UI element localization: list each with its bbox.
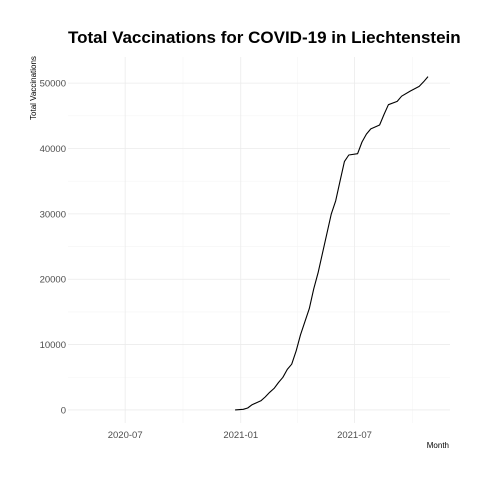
x-tick-label: 2021-01	[223, 430, 258, 441]
series-lines	[235, 76, 429, 411]
y-axis-label: Total Vaccinations	[29, 56, 38, 120]
y-tick-label: 30000	[40, 209, 66, 220]
y-tick-label: 50000	[40, 79, 66, 90]
x-tick-label: 2021-07	[337, 430, 372, 441]
y-tick-label: 10000	[40, 340, 66, 351]
x-axis-ticks: 2020-07 2021-01 2021-07	[108, 430, 372, 441]
chart-title: Total Vaccinations for COVID-19 in Liech…	[68, 28, 461, 47]
y-tick-label: 40000	[40, 144, 66, 155]
x-axis-label: Month	[427, 441, 449, 450]
y-tick-label: 20000	[40, 275, 66, 286]
y-tick-label: 0	[61, 405, 66, 416]
grid-lines	[68, 57, 450, 423]
series-line	[235, 76, 429, 411]
y-axis-ticks: 0 10000 20000 30000 40000 50000	[40, 79, 66, 417]
x-tick-label: 2020-07	[108, 430, 143, 441]
